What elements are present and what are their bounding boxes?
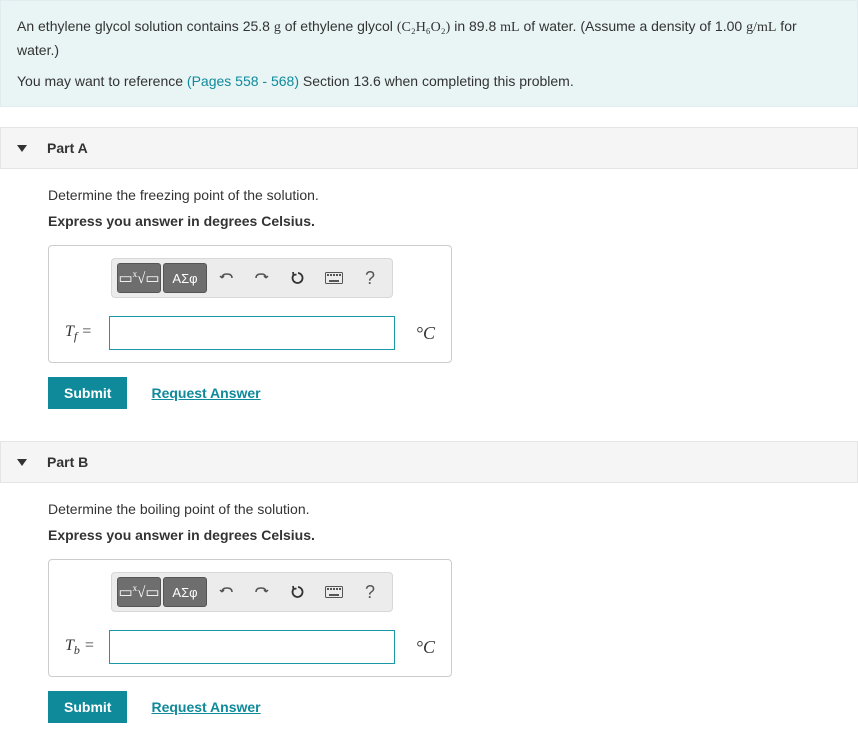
answer-input-b[interactable] bbox=[109, 630, 395, 664]
input-row-a: Tf = °C bbox=[61, 316, 439, 350]
part-b-instruction: Express you answer in degrees Celsius. bbox=[48, 527, 810, 543]
help-button[interactable]: ? bbox=[353, 263, 387, 293]
submit-button-b[interactable]: Submit bbox=[48, 691, 127, 723]
part-b-section: Part B Determine the boiling point of th… bbox=[0, 441, 858, 747]
reset-button[interactable] bbox=[281, 577, 315, 607]
greek-symbols-button[interactable]: ΑΣφ bbox=[163, 263, 207, 293]
unit-celsius: °C bbox=[395, 323, 439, 344]
info-line2: You may want to reference (Pages 558 - 5… bbox=[17, 70, 841, 92]
undo-button[interactable] bbox=[209, 263, 243, 293]
unit-mL: mL bbox=[500, 20, 519, 35]
request-answer-link-b[interactable]: Request Answer bbox=[151, 699, 260, 715]
variable-label-tf: Tf = bbox=[61, 323, 109, 344]
part-a-header[interactable]: Part A bbox=[0, 127, 858, 169]
answer-box-a: ▭x√▭ ΑΣφ ? Tf = °C bbox=[48, 245, 452, 363]
unit-g: g bbox=[274, 20, 281, 35]
templates-button[interactable]: ▭x√▭ bbox=[117, 263, 161, 293]
redo-button[interactable] bbox=[245, 263, 279, 293]
pages-reference-link[interactable]: (Pages 558 - 568) bbox=[187, 73, 299, 89]
info-text: in 89.8 bbox=[450, 18, 500, 34]
info-text: You may want to reference bbox=[17, 73, 187, 89]
button-row-a: Submit Request Answer bbox=[48, 377, 810, 409]
part-b-body: Determine the boiling point of the solut… bbox=[0, 483, 858, 747]
info-text: An ethylene glycol solution contains 25.… bbox=[17, 18, 274, 34]
unit-gmL: g/mL bbox=[746, 20, 776, 35]
undo-button[interactable] bbox=[209, 577, 243, 607]
problem-info: An ethylene glycol solution contains 25.… bbox=[0, 0, 858, 107]
collapse-caret-icon bbox=[17, 145, 27, 152]
keyboard-button[interactable] bbox=[317, 263, 351, 293]
reset-button[interactable] bbox=[281, 263, 315, 293]
part-b-title: Part B bbox=[47, 454, 88, 470]
part-a-instruction: Express you answer in degrees Celsius. bbox=[48, 213, 810, 229]
info-line1: An ethylene glycol solution contains 25.… bbox=[17, 15, 841, 62]
request-answer-link-a[interactable]: Request Answer bbox=[151, 385, 260, 401]
input-row-b: Tb = °C bbox=[61, 630, 439, 664]
variable-label-tb: Tb = bbox=[61, 637, 109, 658]
greek-symbols-button[interactable]: ΑΣφ bbox=[163, 577, 207, 607]
equation-toolbar: ▭x√▭ ΑΣφ ? bbox=[111, 258, 393, 298]
info-text: of ethylene glycol bbox=[281, 18, 397, 34]
part-a-section: Part A Determine the freezing point of t… bbox=[0, 127, 858, 433]
answer-input-a[interactable] bbox=[109, 316, 395, 350]
equation-toolbar: ▭x√▭ ΑΣφ ? bbox=[111, 572, 393, 612]
redo-button[interactable] bbox=[245, 577, 279, 607]
collapse-caret-icon bbox=[17, 459, 27, 466]
part-a-title: Part A bbox=[47, 140, 88, 156]
part-b-header[interactable]: Part B bbox=[0, 441, 858, 483]
keyboard-button[interactable] bbox=[317, 577, 351, 607]
unit-celsius: °C bbox=[395, 637, 439, 658]
info-text: of water. (Assume a density of 1.00 bbox=[520, 18, 746, 34]
part-a-prompt: Determine the freezing point of the solu… bbox=[48, 187, 810, 203]
chemical-formula: (C₂H₆O₂) bbox=[397, 20, 451, 35]
submit-button-a[interactable]: Submit bbox=[48, 377, 127, 409]
answer-box-b: ▭x√▭ ΑΣφ ? Tb = °C bbox=[48, 559, 452, 677]
part-b-prompt: Determine the boiling point of the solut… bbox=[48, 501, 810, 517]
button-row-b: Submit Request Answer bbox=[48, 691, 810, 723]
templates-button[interactable]: ▭x√▭ bbox=[117, 577, 161, 607]
part-a-body: Determine the freezing point of the solu… bbox=[0, 169, 858, 433]
help-button[interactable]: ? bbox=[353, 577, 387, 607]
info-text: Section 13.6 when completing this proble… bbox=[299, 73, 574, 89]
